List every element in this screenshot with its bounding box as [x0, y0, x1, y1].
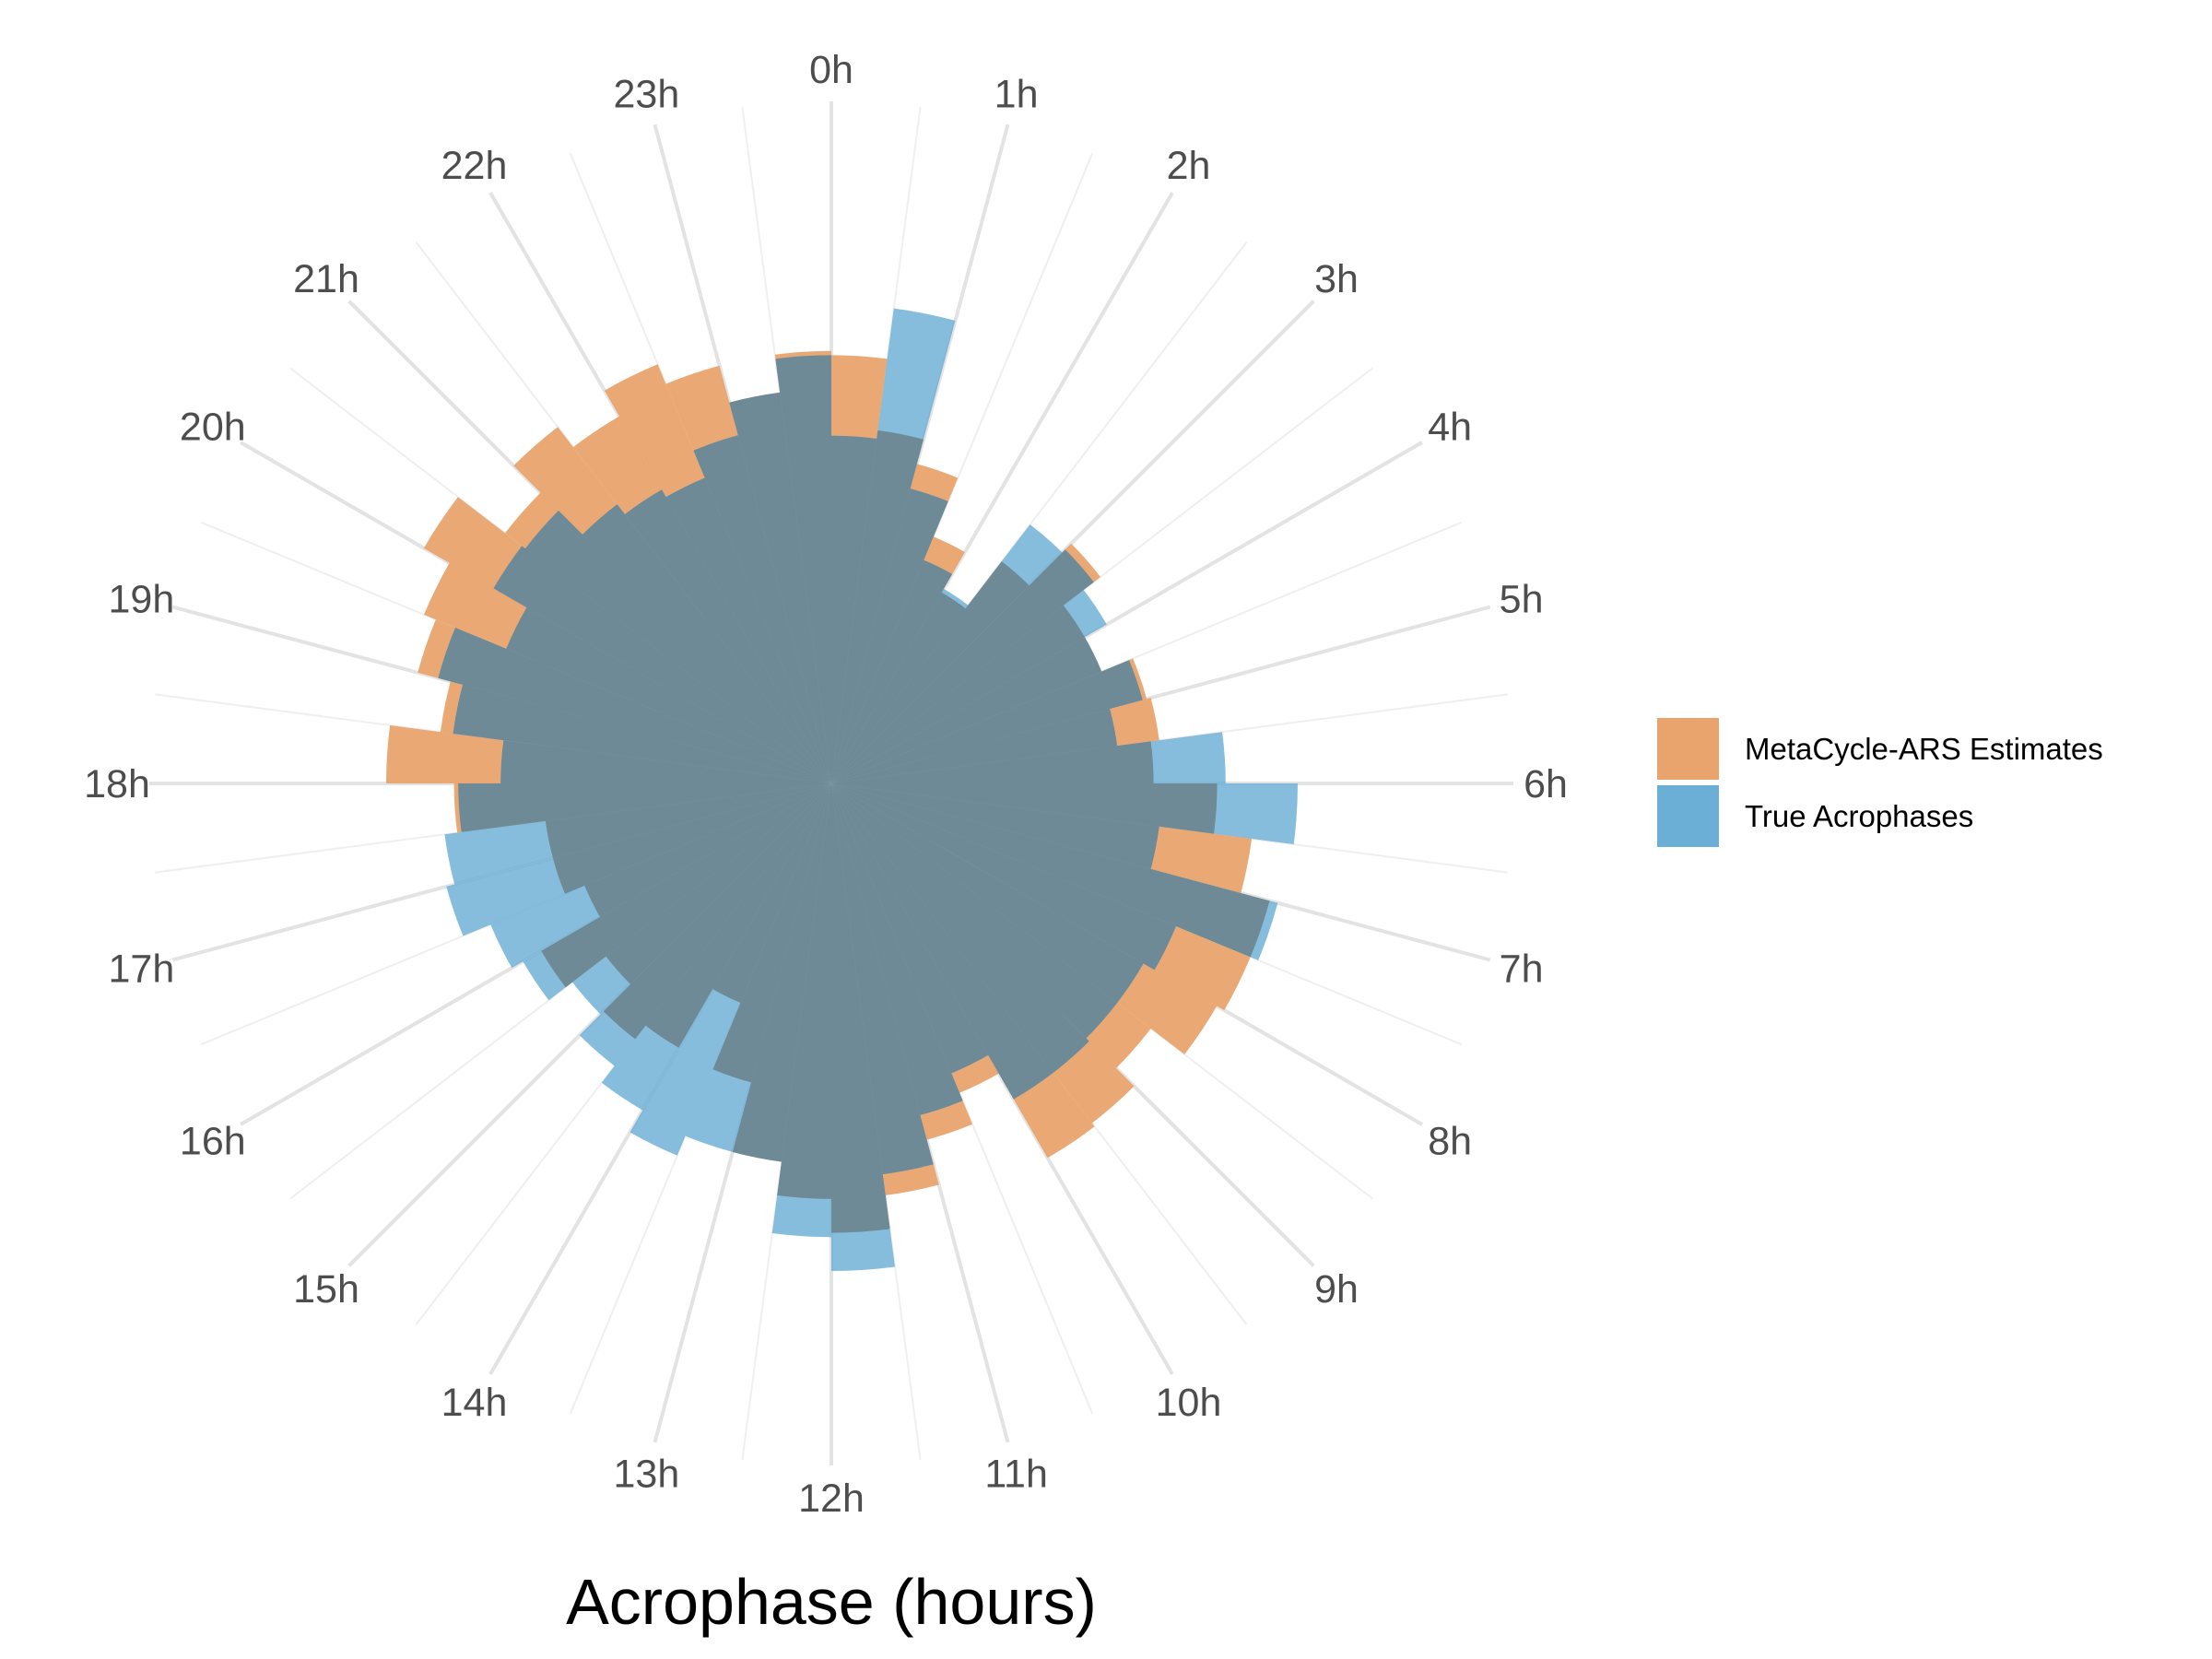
hour-label: 8h — [1428, 1120, 1472, 1164]
bar-overlap — [831, 709, 1118, 783]
hour-label: 15h — [293, 1267, 359, 1312]
bar-overlap — [831, 783, 1144, 1003]
hour-label: 18h — [84, 762, 150, 806]
bar-overlap — [712, 783, 831, 1003]
bar-overlap — [606, 783, 831, 984]
histogram-bars — [385, 308, 1298, 1272]
hour-label: 14h — [441, 1381, 508, 1425]
bar-overlap — [831, 783, 1159, 869]
bar-overlap — [584, 783, 831, 917]
bar-overlap — [777, 783, 831, 1199]
hour-label: 11h — [984, 1453, 1048, 1497]
bar-overlap — [831, 783, 989, 1074]
hour-label: 13h — [614, 1453, 680, 1497]
hour-label: 23h — [614, 72, 680, 116]
hour-label: 9h — [1314, 1267, 1359, 1312]
bar-overlap — [693, 435, 831, 783]
bar-overlap — [552, 783, 831, 894]
bar-overlap — [545, 783, 831, 858]
legend-label-metacycle: MetaCycle-ARS Estimates — [1745, 731, 2103, 766]
hour-label: 19h — [109, 577, 175, 621]
bar-overlap — [831, 783, 934, 1175]
bar-overlap — [831, 783, 1218, 834]
bar-overlap — [831, 488, 948, 783]
bar-overlap — [831, 783, 1270, 958]
legend: MetaCycle-ARS Estimates True Acrophases — [1657, 715, 2103, 850]
bar-overlap — [712, 783, 831, 1083]
hour-label: 17h — [109, 947, 175, 992]
legend-item-true-acrophases: True Acrophases — [1657, 782, 2103, 850]
legend-swatch-true-acrophases — [1657, 785, 1719, 847]
bar-overlap — [625, 489, 831, 783]
bar-overlap — [541, 783, 831, 988]
bar-overlap — [831, 783, 1118, 1039]
bar-overlap — [831, 549, 1094, 783]
bar-overlap — [831, 741, 1154, 783]
bar-overlap — [603, 783, 831, 1040]
legend-item-metacycle: MetaCycle-ARS Estimates — [1657, 715, 2103, 782]
bar-overlap — [732, 783, 831, 1162]
hour-label: 6h — [1524, 762, 1568, 806]
hour-label: 0h — [809, 48, 853, 92]
hour-label: 2h — [1167, 144, 1211, 188]
hour-label: 10h — [1156, 1381, 1222, 1425]
bar-overlap — [458, 783, 831, 832]
bar-overlap — [729, 392, 831, 783]
bar-overlap — [665, 477, 831, 783]
hour-label: 16h — [180, 1120, 246, 1164]
hour-tick-labels: 0h 1h 2h 3h 4h 5h 6h 7h 8h 9h 10h 11h 12h 13h 14h 15h 16… — [84, 48, 1568, 1521]
legend-label-true-acrophases: True Acrophases — [1745, 798, 1974, 833]
hour-label: 4h — [1428, 406, 1472, 450]
bar-overlap — [775, 355, 831, 783]
x-axis-title: Acrophase (hours) — [566, 1566, 1097, 1638]
bar-overlap — [831, 783, 963, 1115]
hour-label: 3h — [1314, 257, 1359, 301]
bar-overlap — [506, 607, 831, 783]
grid-line-major — [830, 782, 1423, 1126]
bar-overlap — [831, 783, 1176, 971]
hour-label: 22h — [441, 144, 508, 188]
bar-overlap — [831, 783, 1089, 1073]
bar-overlap — [524, 511, 831, 783]
bar-overlap — [453, 684, 831, 783]
bar-overlap — [831, 592, 966, 783]
hour-label: 5h — [1500, 577, 1544, 621]
bar-overlap — [831, 660, 1143, 783]
hour-label: 20h — [180, 406, 246, 450]
bar-overlap — [831, 783, 890, 1233]
bar-overlap — [831, 637, 1102, 783]
bar-overlap — [831, 605, 1085, 783]
bar-overlap — [493, 546, 831, 783]
legend-swatch-metacycle — [1657, 718, 1719, 780]
bar-overlap — [438, 628, 831, 783]
bar-overlap — [582, 504, 831, 783]
bar-overlap — [500, 740, 831, 783]
hour-label: 1h — [994, 72, 1039, 116]
bar-overlap — [831, 429, 924, 783]
hour-label: 12h — [798, 1477, 865, 1521]
hour-label: 21h — [293, 257, 359, 301]
bar-overlap — [645, 783, 831, 1048]
hour-label: 7h — [1500, 947, 1544, 992]
bar-overlap — [831, 561, 1030, 783]
bar-overlap — [831, 559, 953, 783]
bar-overlap — [831, 435, 877, 783]
bar-overlap — [831, 783, 1053, 1100]
